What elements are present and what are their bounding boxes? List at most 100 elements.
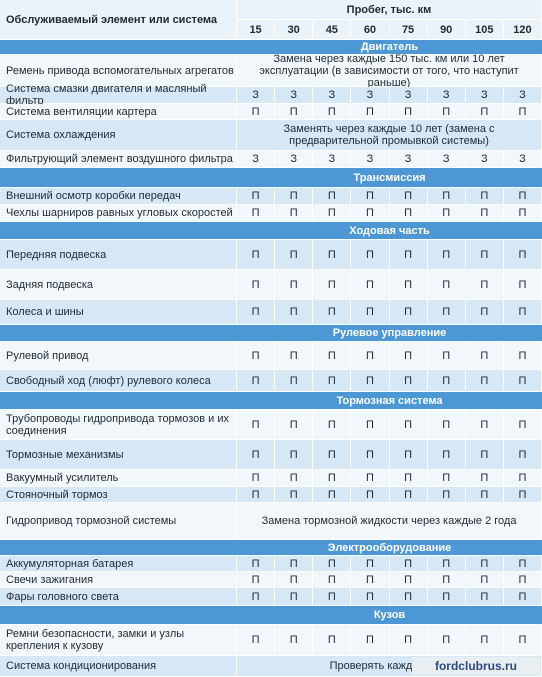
- row-cell: П: [351, 556, 390, 572]
- row-cell: П: [427, 300, 466, 325]
- row-cell: П: [389, 240, 428, 270]
- row-name: Фильтрующий элемент воздушного фильтра: [0, 151, 237, 168]
- row-cell: П: [503, 205, 542, 222]
- row-cell: П: [389, 588, 428, 606]
- row-cell: П: [465, 470, 504, 487]
- row-cell: З: [237, 151, 276, 168]
- row-note: Замена через каждые 150 тыс. км или 10 л…: [237, 53, 542, 89]
- row-cell: П: [465, 410, 504, 440]
- row-cell: П: [465, 270, 504, 300]
- row-cell: П: [237, 410, 276, 440]
- mileage-value: 90: [427, 20, 466, 40]
- row-cell: П: [465, 440, 504, 470]
- row-cell: П: [427, 440, 466, 470]
- mileage-value: 30: [275, 20, 314, 40]
- row-cell: П: [237, 440, 276, 470]
- mileage-value: 75: [389, 20, 428, 40]
- row-cell: З: [389, 151, 428, 168]
- row-name: Стояночный тормоз: [0, 487, 237, 503]
- row-cell: П: [313, 370, 352, 392]
- row-cell: З: [465, 87, 504, 104]
- row-cell: П: [351, 572, 390, 588]
- row-cell: П: [275, 470, 314, 487]
- mileage-value: 45: [313, 20, 352, 40]
- row-cell: П: [503, 370, 542, 392]
- row-cell: П: [275, 588, 314, 606]
- row-cell: П: [389, 487, 428, 503]
- row-cell: П: [427, 104, 466, 120]
- row-cell: П: [389, 440, 428, 470]
- row-cell: П: [465, 188, 504, 205]
- row-cell: П: [389, 270, 428, 300]
- row-cell: П: [313, 188, 352, 205]
- row-cell: П: [237, 205, 276, 222]
- row-cell: П: [465, 300, 504, 325]
- row-cell: П: [275, 440, 314, 470]
- row-name: Вакуумный усилитель: [0, 470, 237, 487]
- row-name: Трубопроводы гидропривода тормозов и их …: [0, 410, 237, 440]
- row-cell: З: [275, 151, 314, 168]
- row-name: Тормозные механизмы: [0, 440, 237, 470]
- row-cell: П: [503, 556, 542, 572]
- row-name: Аккумуляторная батарея: [0, 556, 237, 572]
- section-title: Двигатель: [237, 40, 542, 55]
- row-cell: З: [237, 87, 276, 104]
- row-cell: П: [237, 572, 276, 588]
- row-cell: П: [275, 240, 314, 270]
- row-cell: З: [351, 151, 390, 168]
- row-cell: П: [275, 205, 314, 222]
- row-name: Гидропривод тормозной системы: [0, 503, 237, 540]
- row-name: Свечи зажигания: [0, 572, 237, 588]
- row-cell: П: [427, 625, 466, 656]
- row-cell: П: [275, 270, 314, 300]
- row-cell: П: [351, 588, 390, 606]
- row-name: Колеса и шины: [0, 300, 237, 325]
- row-cell: П: [465, 588, 504, 606]
- row-cell: П: [427, 240, 466, 270]
- row-name: Ремень привода вспомогательных агрегатов: [0, 55, 237, 87]
- row-cell: П: [389, 300, 428, 325]
- item-header: Обслуживаемый элемент или система: [0, 0, 237, 40]
- row-cell: П: [313, 342, 352, 370]
- row-cell: П: [237, 588, 276, 606]
- row-note: Замена тормозной жидкости через каждые 2…: [237, 503, 542, 540]
- row-cell: П: [503, 240, 542, 270]
- row-cell: П: [503, 588, 542, 606]
- row-cell: П: [427, 572, 466, 588]
- row-cell: П: [465, 572, 504, 588]
- row-cell: П: [351, 270, 390, 300]
- row-cell: П: [275, 487, 314, 503]
- row-cell: П: [465, 625, 504, 656]
- row-cell: З: [313, 151, 352, 168]
- row-cell: П: [427, 410, 466, 440]
- row-cell: П: [503, 300, 542, 325]
- row-cell: П: [389, 556, 428, 572]
- section-title: Тормозная система: [237, 392, 542, 410]
- row-cell: П: [389, 188, 428, 205]
- row-cell: П: [427, 470, 466, 487]
- row-cell: П: [313, 572, 352, 588]
- row-cell: П: [313, 487, 352, 503]
- row-cell: З: [427, 151, 466, 168]
- row-cell: П: [465, 370, 504, 392]
- row-cell: П: [313, 410, 352, 440]
- row-name: Внешний осмотр коробки передач: [0, 188, 237, 205]
- row-cell: П: [313, 470, 352, 487]
- row-name: Система охлаждения: [0, 120, 237, 151]
- row-cell: П: [351, 104, 390, 120]
- row-cell: П: [237, 556, 276, 572]
- row-cell: П: [237, 342, 276, 370]
- row-cell: З: [427, 87, 466, 104]
- row-name: Рулевой привод: [0, 342, 237, 370]
- row-cell: П: [465, 104, 504, 120]
- row-cell: П: [275, 410, 314, 440]
- row-name: Задняя подвеска: [0, 270, 237, 300]
- row-cell: П: [237, 470, 276, 487]
- row-cell: П: [389, 104, 428, 120]
- row-cell: П: [503, 270, 542, 300]
- row-cell: П: [313, 300, 352, 325]
- row-cell: П: [427, 188, 466, 205]
- row-name: Система вентиляции картера: [0, 104, 237, 120]
- row-cell: П: [313, 240, 352, 270]
